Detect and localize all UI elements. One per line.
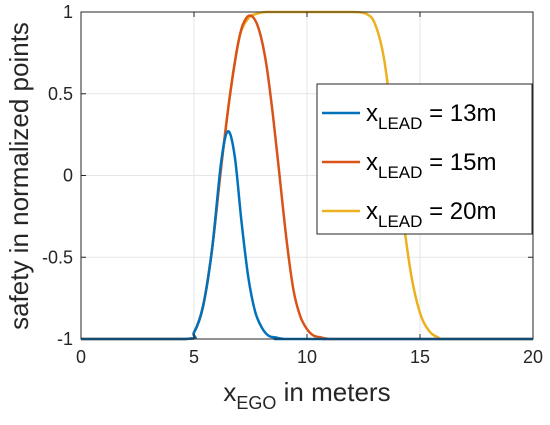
ticks: 0 5 10 15 20 -1 -0.5 0 0.5 1 — [42, 2, 543, 367]
y-tick-label: 0 — [63, 166, 73, 186]
legend-entry-sub: LEAD — [378, 163, 422, 182]
legend-entry-1: xLEAD = 13m — [366, 100, 496, 133]
x-axis-label-sub: EGO — [236, 393, 276, 413]
x-axis-label: xEGO in meters — [223, 377, 390, 413]
legend-entry-main: x — [366, 198, 378, 225]
legend-entry-main: x — [366, 100, 378, 127]
legend-entry-sub: LEAD — [378, 114, 422, 133]
legend-entry-rest: = 15m — [422, 149, 496, 176]
y-tick-label: -0.5 — [42, 247, 73, 267]
legend-entry-sub: LEAD — [378, 212, 422, 231]
y-tick-label: -1 — [57, 329, 73, 349]
x-tick-label: 0 — [76, 347, 86, 367]
x-axis-label-rest: in meters — [276, 377, 390, 407]
legend-entry-3: xLEAD = 20m — [366, 198, 496, 231]
x-tick-label: 5 — [189, 347, 199, 367]
legend-entry-rest: = 13m — [422, 100, 496, 127]
y-axis-label: safety in normalized points — [4, 22, 34, 330]
legend-entry-2: xLEAD = 15m — [366, 149, 496, 182]
legend-entry-rest: = 20m — [422, 198, 496, 225]
y-tick-label: 0.5 — [48, 84, 73, 104]
y-tick-label: 1 — [63, 2, 73, 22]
x-tick-label: 15 — [410, 347, 430, 367]
legend-box — [316, 83, 533, 235]
x-tick-label: 10 — [297, 347, 317, 367]
x-tick-label: 20 — [523, 347, 543, 367]
legend-entry-main: x — [366, 149, 378, 176]
x-axis-label-main: x — [223, 377, 236, 407]
